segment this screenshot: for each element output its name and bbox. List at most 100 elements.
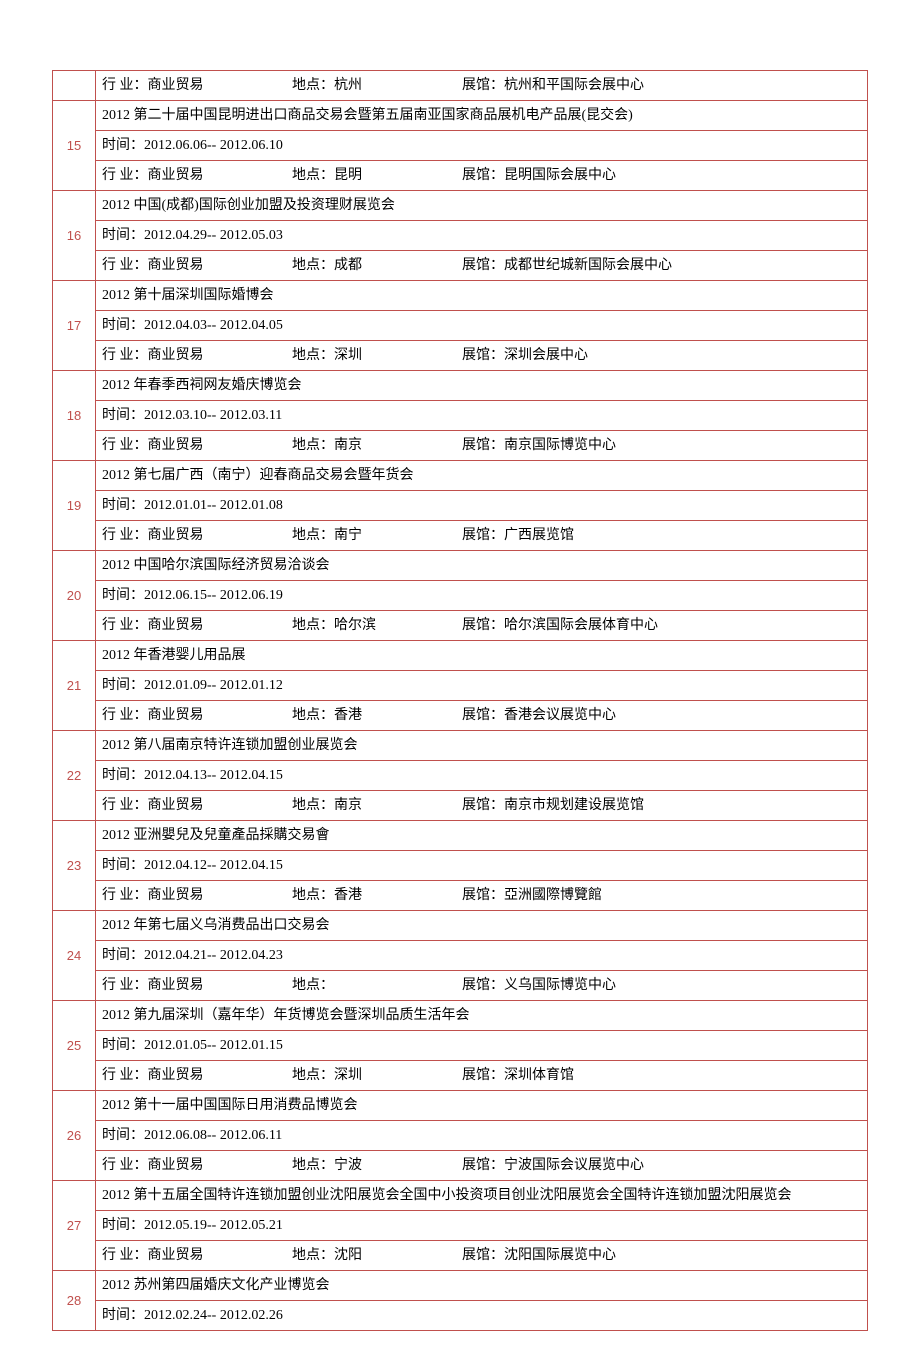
row-index: 17 <box>67 318 81 333</box>
row-time-cell: 时间：2012.06.15-- 2012.06.19 <box>96 581 868 611</box>
row-info-cell: 行 业：商业贸易地点：展馆：义乌国际博览中心 <box>96 971 868 1001</box>
table-row: 行 业：商业贸易地点：南宁展馆：广西展览馆 <box>53 521 868 551</box>
location-field: 地点：深圳 <box>292 345 462 366</box>
location-field-label: 地点： <box>292 888 334 903</box>
row-title-cell: 2012 第十五届全国特许连锁加盟创业沈阳展览会全国中小投资项目创业沈阳展览会全… <box>96 1181 868 1211</box>
row-title-cell: 2012 第十届深圳国际婚博会 <box>96 281 868 311</box>
info-line: 行 业：商业贸易 地点：杭州 展馆：杭州和平国际会展中心 <box>102 75 861 96</box>
location-value: 杭州 <box>334 78 362 93</box>
table-row: 时间：2012.01.01-- 2012.01.08 <box>53 491 868 521</box>
venue-field-label: 展馆： <box>462 708 504 723</box>
industry-field: 行 业：商业贸易 <box>102 1155 292 1176</box>
location-field: 地点：深圳 <box>292 1065 462 1086</box>
row-index-cell: 21 <box>53 641 96 731</box>
table-row: 时间：2012.04.03-- 2012.04.05 <box>53 311 868 341</box>
industry-field-label: 行 业： <box>102 1248 148 1263</box>
row-index: 22 <box>67 768 81 783</box>
industry-field-value: 商业贸易 <box>148 1248 204 1263</box>
row-title-cell: 2012 亚洲嬰兒及兒童產品採購交易會 <box>96 821 868 851</box>
table-row: 时间：2012.04.12-- 2012.04.15 <box>53 851 868 881</box>
info-line: 行 业：商业贸易地点：展馆：义乌国际博览中心 <box>102 975 861 996</box>
row-index: 18 <box>67 408 81 423</box>
industry-field-value: 商业贸易 <box>148 528 204 543</box>
industry-field-label: 行 业： <box>102 708 148 723</box>
industry-field: 行 业：商业贸易 <box>102 165 292 186</box>
time-label: 时间： <box>102 678 144 693</box>
time-label: 时间： <box>102 228 144 243</box>
row-index-cell: 22 <box>53 731 96 821</box>
location-field: 地点：南京 <box>292 795 462 816</box>
table-row: 行 业：商业贸易地点：成都展馆：成都世纪城新国际会展中心 <box>53 251 868 281</box>
exhibition-title: 2012 第九届深圳（嘉年华）年货博览会暨深圳品质生活年会 <box>102 1008 470 1023</box>
venue-field-value: 深圳体育馆 <box>504 1068 574 1083</box>
row-index: 21 <box>67 678 81 693</box>
location-field-label: 地点： <box>292 1248 334 1263</box>
industry-field-label: 行 业： <box>102 618 148 633</box>
location-field: 地点：香港 <box>292 885 462 906</box>
industry-field: 行 业：商业贸易 <box>102 1245 292 1266</box>
location-field-value: 南京 <box>334 798 362 813</box>
venue-field: 展馆：南京市规划建设展览馆 <box>462 795 861 816</box>
industry-field: 行 业：商业贸易 <box>102 1065 292 1086</box>
row-index-cell: 18 <box>53 371 96 461</box>
table-row: 222012 第八届南京特许连锁加盟创业展览会 <box>53 731 868 761</box>
industry-field-label: 行 业： <box>102 168 148 183</box>
location-field: 地点：昆明 <box>292 165 462 186</box>
industry-field: 行 业：商业贸易 <box>102 615 292 636</box>
row-time-cell: 时间：2012.04.21-- 2012.04.23 <box>96 941 868 971</box>
table-row: 时间：2012.06.06-- 2012.06.10 <box>53 131 868 161</box>
row-index-cell <box>53 71 96 101</box>
time-label: 时间： <box>102 1128 144 1143</box>
location-field: 地点：沈阳 <box>292 1245 462 1266</box>
location-field-label: 地点： <box>292 708 334 723</box>
row-time-cell: 时间：2012.04.03-- 2012.04.05 <box>96 311 868 341</box>
industry-field: 行 业：商业贸易 <box>102 345 292 366</box>
venue-field-label: 展馆： <box>462 1248 504 1263</box>
location-field: 地点：哈尔滨 <box>292 615 462 636</box>
venue-field-value: 深圳会展中心 <box>504 348 588 363</box>
venue-field-label: 展馆： <box>462 528 504 543</box>
location-field-label: 地点： <box>292 1068 334 1083</box>
time-label: 时间： <box>102 588 144 603</box>
location-field-value: 昆明 <box>334 168 362 183</box>
location-field: 地点：南宁 <box>292 525 462 546</box>
row-index-cell: 23 <box>53 821 96 911</box>
location-field: 地点：宁波 <box>292 1155 462 1176</box>
row-info-cell: 行 业：商业贸易地点：哈尔滨展馆：哈尔滨国际会展体育中心 <box>96 611 868 641</box>
venue-field-label: 展馆： <box>462 1068 504 1083</box>
industry-field-value: 商业贸易 <box>148 168 204 183</box>
time-value: 2012.04.21-- 2012.04.23 <box>144 948 283 963</box>
row-index: 20 <box>67 588 81 603</box>
industry-field-value: 商业贸易 <box>148 348 204 363</box>
table-row: 行 业：商业贸易地点：昆明展馆：昆明国际会展中心 <box>53 161 868 191</box>
time-label: 时间： <box>102 498 144 513</box>
location-field-value: 香港 <box>334 888 362 903</box>
venue-field: 展馆：深圳会展中心 <box>462 345 861 366</box>
row-title-cell: 2012 年春季西祠网友婚庆博览会 <box>96 371 868 401</box>
row-index-cell: 19 <box>53 461 96 551</box>
row-time-cell: 时间：2012.05.19-- 2012.05.21 <box>96 1211 868 1241</box>
location-field: 地点： <box>292 975 462 996</box>
venue-field: 展馆：成都世纪城新国际会展中心 <box>462 255 861 276</box>
row-time-cell: 时间：2012.06.06-- 2012.06.10 <box>96 131 868 161</box>
location-field: 地点：南京 <box>292 435 462 456</box>
row-index: 19 <box>67 498 81 513</box>
exhibition-title: 2012 第八届南京特许连锁加盟创业展览会 <box>102 738 358 753</box>
industry-field: 行 业：商业贸易 <box>102 975 292 996</box>
venue-field-label: 展馆： <box>462 978 504 993</box>
row-time-cell: 时间：2012.03.10-- 2012.03.11 <box>96 401 868 431</box>
location-field-value: 沈阳 <box>334 1248 362 1263</box>
time-value: 2012.04.13-- 2012.04.15 <box>144 768 283 783</box>
info-line: 行 业：商业贸易地点：香港展馆：香港会议展览中心 <box>102 705 861 726</box>
time-value: 2012.04.12-- 2012.04.15 <box>144 858 283 873</box>
info-line: 行 业：商业贸易地点：香港展馆：亞洲國際博覽館 <box>102 885 861 906</box>
row-title-cell: 2012 第九届深圳（嘉年华）年货博览会暨深圳品质生活年会 <box>96 1001 868 1031</box>
table-row: 262012 第十一届中国国际日用消费品博览会 <box>53 1091 868 1121</box>
table-row: 162012 中国(成都)国际创业加盟及投资理财展览会 <box>53 191 868 221</box>
row-index-cell: 16 <box>53 191 96 281</box>
row-time-cell: 时间：2012.06.08-- 2012.06.11 <box>96 1121 868 1151</box>
row-index: 15 <box>67 138 81 153</box>
row-index-cell: 26 <box>53 1091 96 1181</box>
location-field-label: 地点： <box>292 348 334 363</box>
industry-field: 行 业：商业贸易 <box>102 435 292 456</box>
